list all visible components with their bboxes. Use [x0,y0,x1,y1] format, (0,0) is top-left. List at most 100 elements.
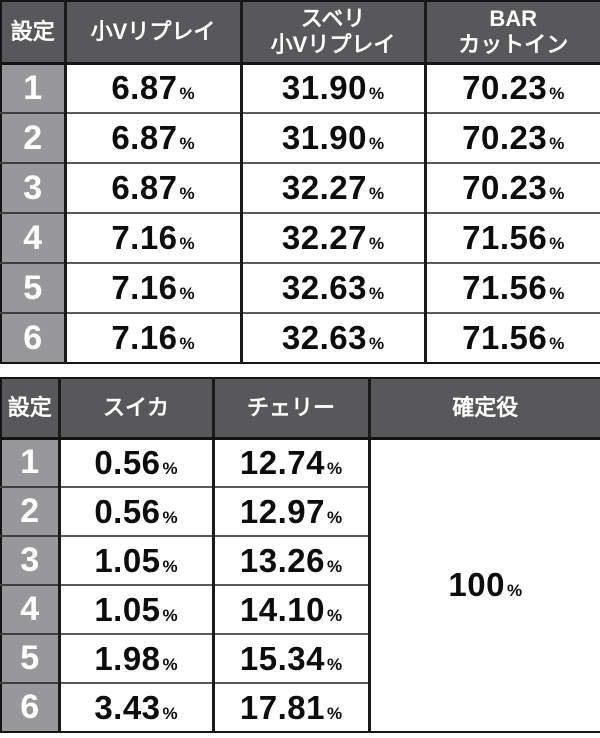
value-cell: 32.27% [239,212,425,263]
table-header-row: 設定 小Vリプレイ スベリ 小Vリプレイ BAR カットイン [1,1,600,65]
percent-unit: % [368,134,385,153]
header-line-1: スベリ [300,6,366,32]
value: 70.23 [462,69,548,107]
value-cell: 15.34% [211,633,369,683]
header-suberi-small-v-replay: スベリ 小Vリプレイ [239,1,425,65]
merged-kakuteiyaku-cell: 100% [367,436,600,732]
table-row: 6 3.43% 17.81% [1,682,600,732]
percent-unit: % [162,458,178,478]
percent-unit: % [326,507,343,527]
value: 7.16 [111,319,178,356]
header-setting: 設定 [1,378,59,440]
percent-unit: % [326,703,343,723]
value: 100 [448,566,505,604]
percent-unit: % [326,605,343,625]
percent-unit: % [549,84,565,104]
value-cell: 7.16% [63,262,241,313]
percent-unit: % [506,581,523,601]
percent-unit: % [326,458,343,478]
value: 7.16 [111,269,178,306]
value: 12.97 [239,492,325,530]
percent-unit: % [368,234,385,253]
percent-unit: % [549,284,565,303]
percent-unit: % [368,184,385,203]
setting-cell: 1 [1,62,65,113]
percent-unit: % [326,654,343,674]
setting-cell: 3 [1,162,65,213]
setting-cell: 4 [1,584,59,634]
percent-unit: % [162,605,178,625]
table-row: 3 6.87% 32.27% 70.23% [1,162,600,213]
value: 1.98 [94,639,161,677]
value: 71.56 [462,319,548,356]
header-suika: スイカ [57,378,213,440]
percent-unit: % [179,84,195,104]
table-row: 5 7.16% 32.63% 71.56% [1,262,600,313]
percent-unit: % [368,84,385,104]
setting-cell: 2 [1,486,59,536]
setting-cell: 4 [1,212,65,263]
setting-cell: 3 [1,535,59,585]
table-row: 2 6.87% 31.90% 70.23% [1,112,600,163]
value: 32.27 [281,219,367,256]
percent-unit: % [179,184,195,203]
table-header-row: 設定 スイカ チェリー 確定役 [1,378,600,440]
header-line-2: カットイン [458,31,569,57]
percent-unit: % [368,284,385,303]
setting-cell: 5 [1,633,59,683]
percent-unit: % [326,556,343,576]
table-row: 1 0.56% 12.74% 100% [1,436,600,732]
value: 31.90 [281,69,367,107]
percent-unit: % [179,134,195,153]
percent-unit: % [179,284,195,303]
value-cell: 17.81% [211,682,369,732]
percent-unit: % [549,234,565,253]
value-cell: 13.26% [211,535,369,585]
value: 32.63 [281,269,367,306]
percent-unit: % [549,184,565,203]
value-cell: 71.56% [423,312,600,363]
value-cell: 70.23% [423,112,600,163]
value-cell: 12.97% [211,486,369,536]
value-cell: 7.16% [63,312,241,363]
header-line-1: BAR [489,6,538,32]
value-cell: 3.43% [57,682,213,732]
table-row: 4 1.05% 14.10% [1,584,600,634]
percent-unit: % [368,334,385,353]
value: 32.63 [281,319,367,356]
value: 6.87 [111,69,178,107]
header-line-2: 小Vリプレイ [270,31,396,57]
value-cell: 7.16% [63,212,241,263]
value-cell: 12.74% [211,437,369,487]
percent-unit: % [162,556,178,576]
value-cell: 32.63% [239,312,425,363]
value: 1.05 [94,541,161,579]
table-row: 5 1.98% 15.34% [1,633,600,683]
value: 71.56 [462,219,548,256]
value-cell: 6.87% [63,162,241,213]
value: 13.26 [239,541,325,579]
percent-unit: % [162,507,178,527]
setting-cell: 6 [1,312,65,363]
table-row: 4 7.16% 32.27% 71.56% [1,212,600,263]
value-cell: 31.90% [239,112,425,163]
percent-unit: % [162,703,178,723]
value-cell: 0.56% [57,486,213,536]
header-small-v-replay: 小Vリプレイ [63,1,241,65]
table-gap [0,364,600,377]
value-cell: 0.56% [57,437,213,487]
header-setting: 設定 [1,1,65,65]
header-cherry: チェリー [211,378,369,440]
value-cell: 71.56% [423,262,600,313]
value-cell: 70.23% [423,162,600,213]
percent-unit: % [549,134,565,153]
table-row: 1 6.87% 31.90% 70.23% [1,62,600,113]
value: 3.43 [94,688,161,726]
value: 0.56 [94,443,161,481]
value: 12.74 [239,443,325,481]
value: 6.87 [111,119,178,156]
setting-cell: 1 [1,437,59,487]
setting-cell: 6 [1,682,59,732]
value-cell: 6.87% [63,112,241,163]
value: 14.10 [239,590,325,628]
